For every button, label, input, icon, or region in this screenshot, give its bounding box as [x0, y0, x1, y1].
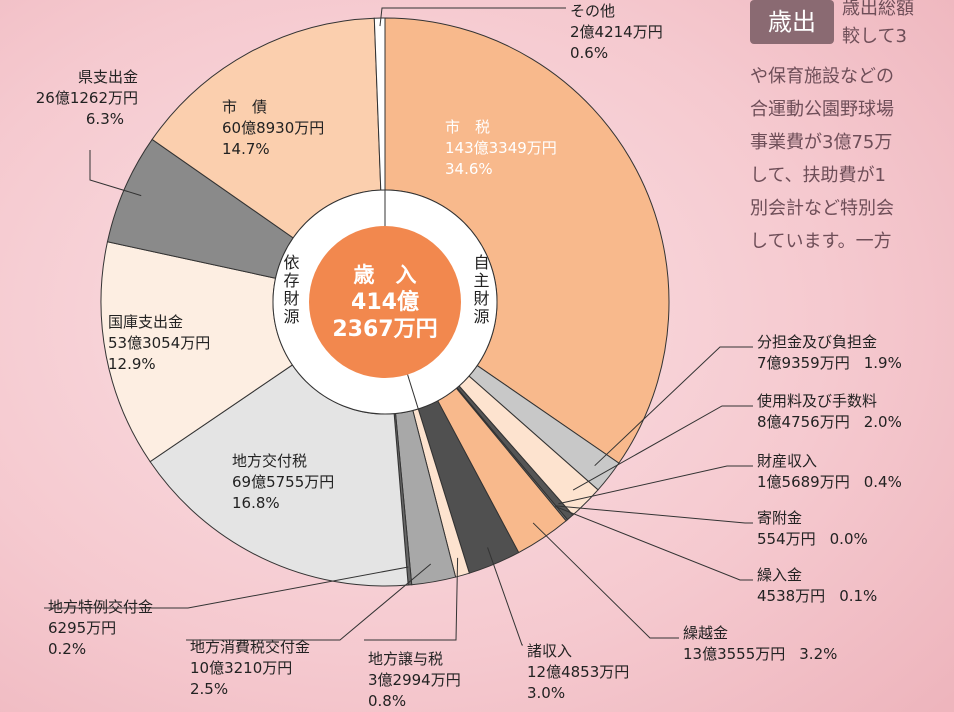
- slice-percent: 16.8%: [232, 494, 280, 512]
- badge-box: [750, 0, 834, 44]
- slice-percent: 6.3%: [86, 110, 124, 128]
- side-text-line: して、扶助費が1: [750, 165, 886, 186]
- slice-label: 繰越金: [683, 624, 728, 642]
- slice-amount: 554万円: [757, 530, 816, 548]
- slice-label: 市 税: [445, 118, 490, 136]
- slice-percent: 2.5%: [190, 680, 228, 698]
- slice-amount: 3億2994万円: [368, 671, 461, 689]
- slice-label: 地方消費税交付金: [190, 638, 310, 656]
- slice-percent: 0.0%: [830, 530, 868, 548]
- center-label: 2367万円: [332, 317, 437, 342]
- slice-label: 地方譲与税: [368, 650, 443, 668]
- slice-label: その他: [570, 2, 615, 20]
- slice-label: 財産収入: [757, 452, 817, 470]
- slice-percent: 34.6%: [445, 160, 493, 178]
- leader-line: [594, 346, 753, 467]
- ring-divider: [407, 374, 419, 410]
- slice-percent: 3.2%: [799, 645, 837, 663]
- slice-percent: 12.9%: [108, 355, 156, 373]
- leader-line: [89, 150, 142, 197]
- leader-line: [555, 505, 753, 581]
- center-label: 歳 入: [354, 263, 417, 287]
- slice-percent: 0.6%: [570, 44, 608, 62]
- slice-percent: 0.2%: [48, 640, 86, 658]
- slice-amount: 2億4214万円: [570, 23, 663, 41]
- side-text-line: や保育施設などの: [750, 66, 894, 87]
- slice-percent: 0.1%: [839, 587, 877, 605]
- center-circle: [309, 226, 461, 378]
- slice-percent: 2.0%: [864, 413, 902, 431]
- side-text-line: 較して3: [842, 26, 907, 47]
- center-label: 414億: [351, 289, 419, 315]
- slice-label: 国庫支出金: [108, 313, 183, 331]
- slice-amount: 8億4756万円: [757, 413, 850, 431]
- slice-label: 地方特例交付金: [48, 598, 153, 616]
- slice-amount: 53億3054万円: [108, 334, 210, 352]
- slice-amount: 7億9359万円: [757, 354, 850, 372]
- slice-amount: 69億5755万円: [232, 473, 334, 491]
- slice-amount: 60億8930万円: [222, 119, 324, 137]
- slice-label: 県支出金: [78, 68, 138, 86]
- slice-amount: 12億4853万円: [527, 663, 629, 681]
- slice-percent: 14.7%: [222, 140, 270, 158]
- leader-line: [364, 557, 459, 641]
- side-text-line: 合運動公園野球場: [750, 99, 894, 120]
- leader-line: [532, 522, 679, 639]
- slice-amount: 1億5689万円: [757, 473, 850, 491]
- leader-line: [44, 566, 409, 609]
- leader-line: [379, 7, 566, 27]
- leader-line: [555, 505, 753, 524]
- leader-line: [186, 563, 432, 641]
- slice-amount: 10億3210万円: [190, 659, 292, 677]
- slice-label: 繰入金: [757, 566, 802, 584]
- leader-line: [572, 405, 753, 491]
- leader-line: [487, 547, 523, 646]
- slice-amount: 143億3349万円: [445, 139, 557, 157]
- slice-label: 諸収入: [527, 642, 572, 660]
- badge: 歳出: [768, 8, 816, 36]
- slice-percent: 0.4%: [864, 473, 902, 491]
- slice-percent: 3.0%: [527, 684, 565, 702]
- slice-amount: 6295万円: [48, 619, 116, 637]
- side-text-line: 歳出総額: [842, 0, 914, 19]
- leader-line: [558, 465, 753, 505]
- side-text-line: しています。一方: [750, 231, 892, 252]
- slice-percent: 1.9%: [864, 354, 902, 372]
- side-text-line: 事業費が3億75万: [750, 132, 892, 153]
- slice-label: 地方交付税: [232, 452, 307, 470]
- inner-label: 自主財源: [471, 254, 490, 326]
- slice-label: 分担金及び負担金: [757, 333, 877, 351]
- slice-amount: 4538万円: [757, 587, 825, 605]
- slice-label: 使用料及び手数料: [757, 392, 877, 410]
- slice-label: 市 債: [222, 98, 267, 116]
- slice-label: 寄附金: [757, 509, 802, 527]
- side-text-line: 別会計など特別会: [750, 198, 894, 219]
- slice-amount: 26億1262万円: [36, 89, 138, 107]
- slice-percent: 0.8%: [368, 692, 406, 710]
- inner-label: 依存財源: [281, 254, 300, 326]
- slice-amount: 13億3555万円: [683, 645, 785, 663]
